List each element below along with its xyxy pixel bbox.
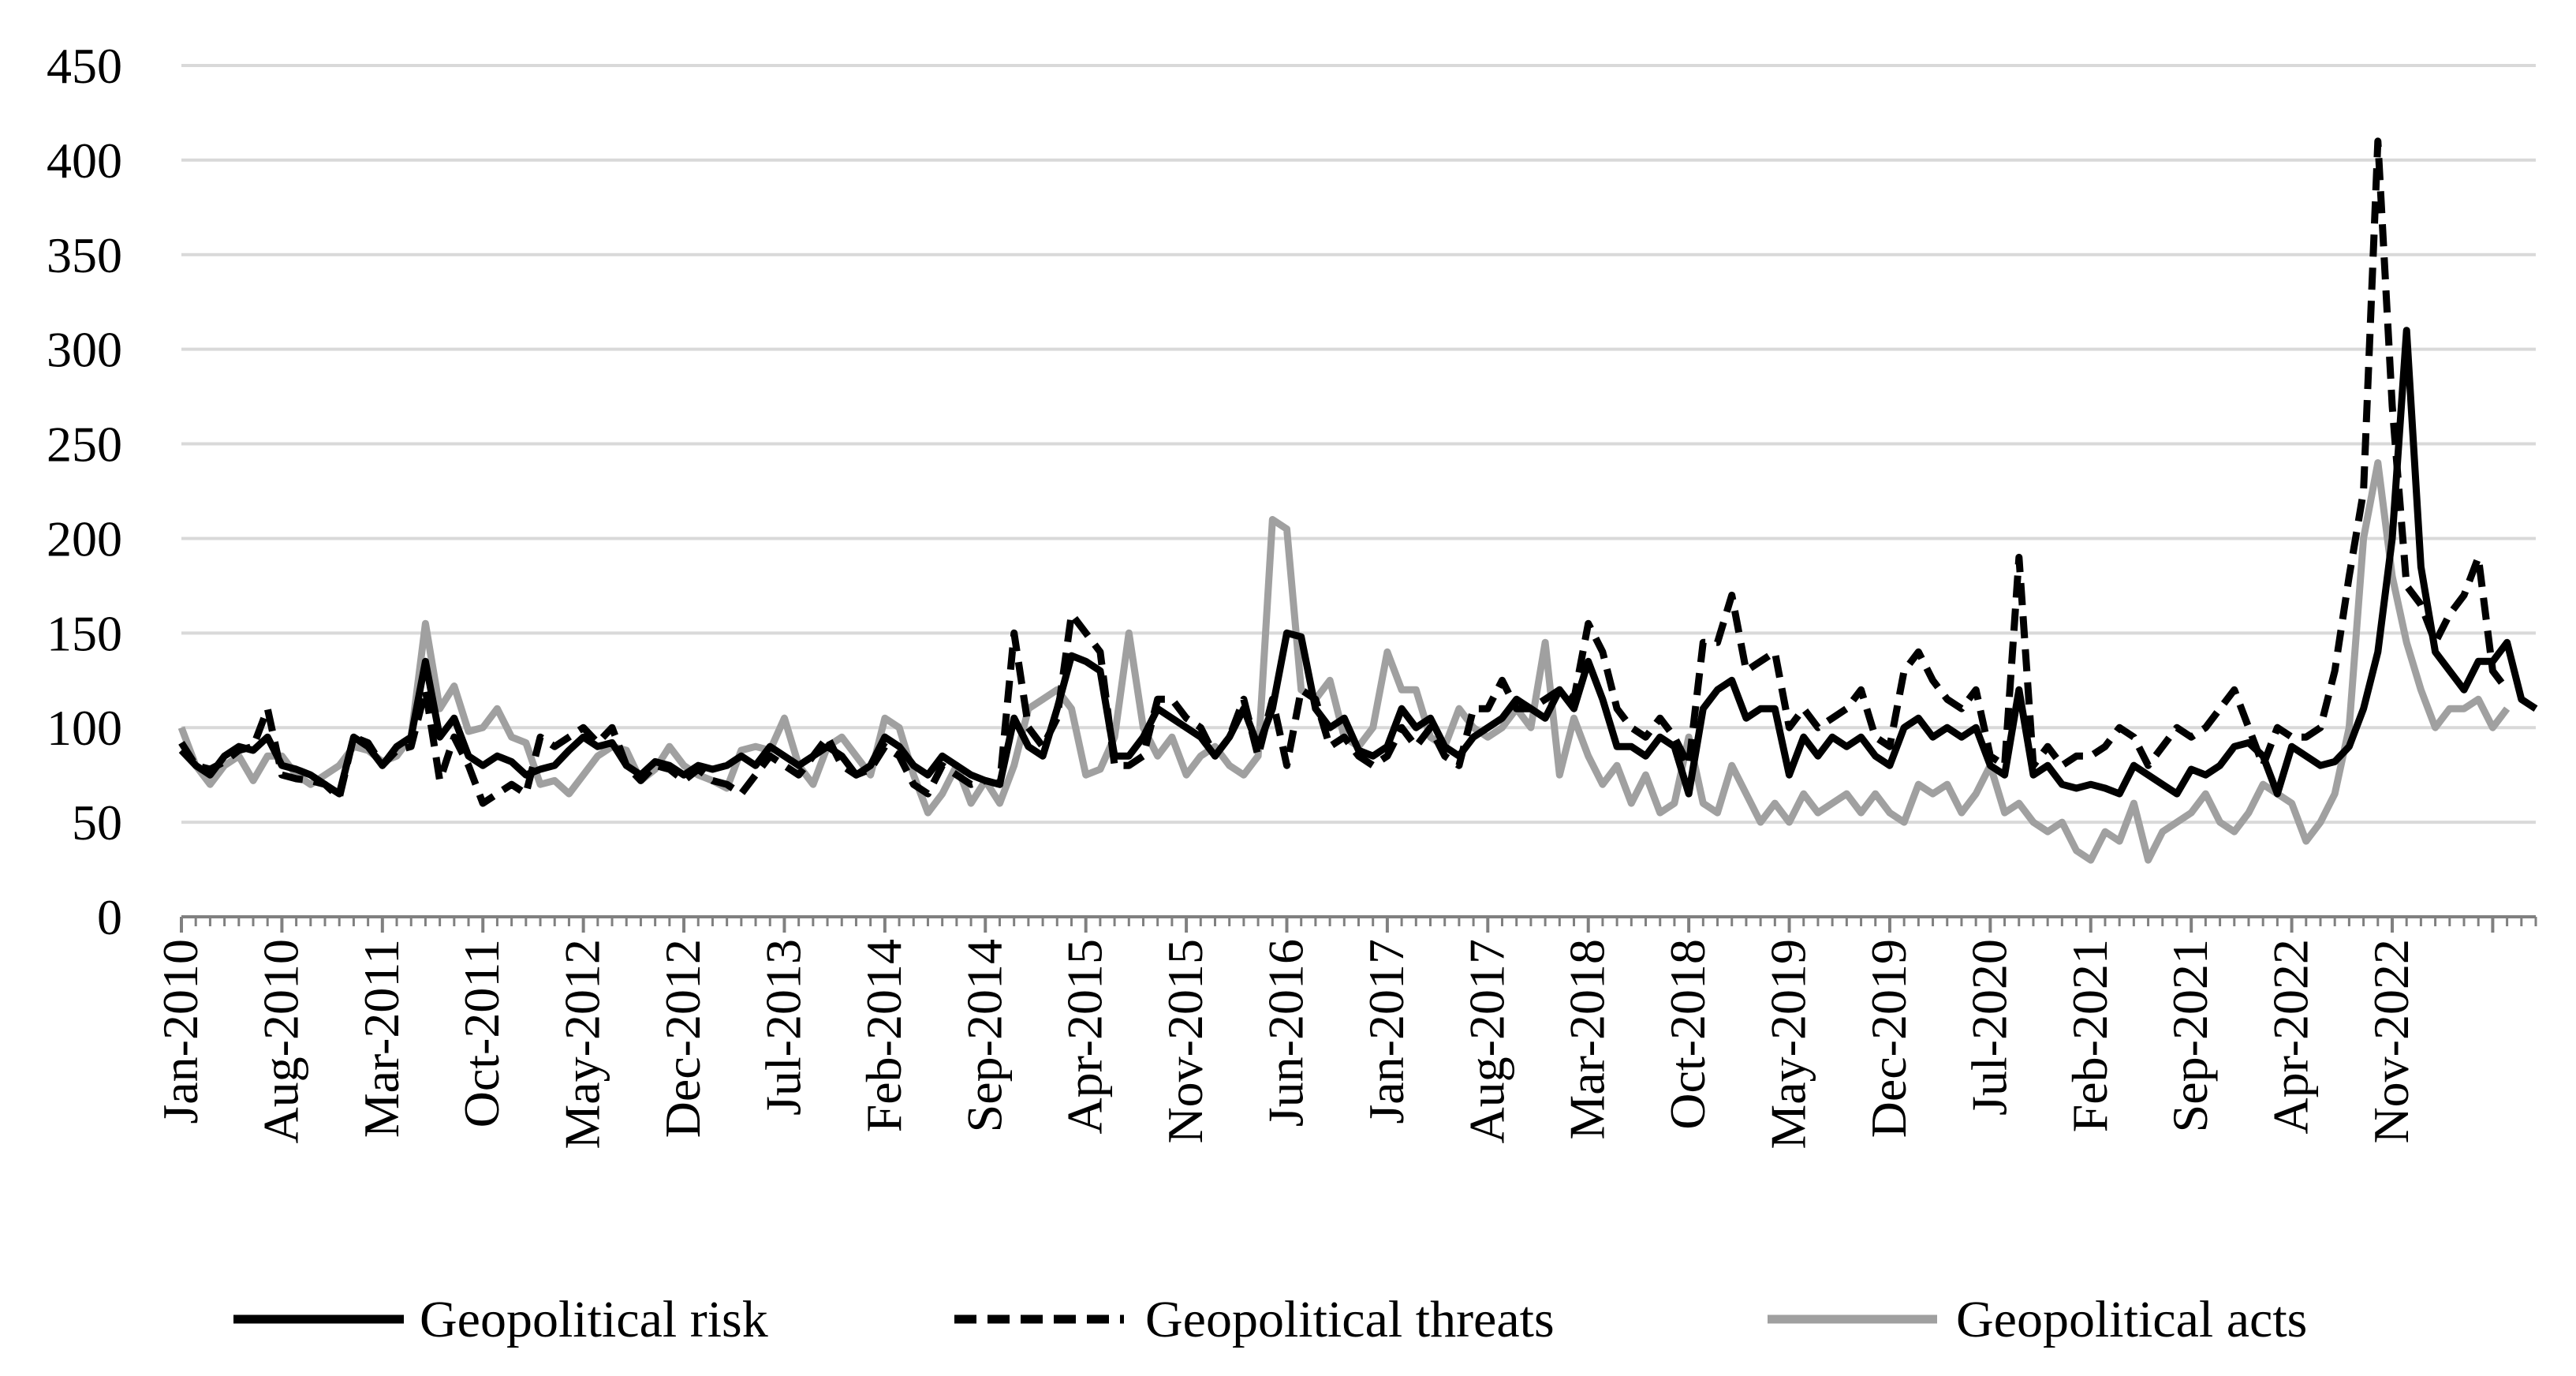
x-tick-label: Sep-2021 bbox=[2162, 939, 2218, 1132]
x-tick-label: Jul-2020 bbox=[1961, 939, 2017, 1116]
x-tick-label: Mar-2011 bbox=[353, 939, 409, 1138]
x-tick-label: Feb-2021 bbox=[2062, 939, 2118, 1132]
x-tick-label: May-2019 bbox=[1760, 939, 1816, 1150]
x-tick-label: Jun-2016 bbox=[1257, 939, 1313, 1127]
x-tick-label: Sep-2014 bbox=[956, 939, 1012, 1132]
x-tick-label: Aug-2017 bbox=[1458, 939, 1514, 1144]
x-tick-label: Jan-2017 bbox=[1358, 939, 1414, 1124]
x-tick-label: Nov-2015 bbox=[1157, 939, 1213, 1144]
y-tick-label: 150 bbox=[47, 605, 122, 661]
series-line-geopolitical-risk bbox=[178, 327, 2538, 798]
y-tick-label: 200 bbox=[47, 510, 122, 566]
x-tick-label: Dec-2012 bbox=[655, 939, 711, 1138]
x-tick-label: Nov-2022 bbox=[2363, 939, 2419, 1144]
x-tick-label: Dec-2019 bbox=[1861, 939, 1917, 1138]
y-tick-label: 250 bbox=[47, 417, 122, 473]
x-tick-label: Oct-2011 bbox=[454, 939, 510, 1127]
x-axis-tick-labels: Jan-2010 Aug-2010 Mar-2011 Oct-2011 May-2012… bbox=[152, 939, 2419, 1150]
gridlines bbox=[181, 64, 2536, 824]
y-tick-label: 450 bbox=[47, 38, 122, 94]
legend-label-geopolitical-threats: Geopolitical threats bbox=[1145, 1291, 1555, 1348]
legend-label-geopolitical-risk: Geopolitical risk bbox=[420, 1291, 768, 1348]
x-tick-label: Feb-2014 bbox=[856, 939, 912, 1132]
series-line-geopolitical-acts bbox=[177, 459, 2511, 864]
x-tick-label: Oct-2018 bbox=[1659, 939, 1715, 1130]
y-axis-tick-labels: 0 50 100 150 200 250 300 350 400 450 bbox=[47, 38, 122, 945]
series-line-geopolitical-threats bbox=[178, 137, 2511, 807]
x-tick-label: Jan-2010 bbox=[152, 939, 208, 1124]
x-tick-label: Mar-2018 bbox=[1559, 939, 1615, 1140]
y-tick-label: 50 bbox=[72, 795, 122, 851]
x-axis-tick-marks bbox=[180, 917, 2537, 933]
x-tick-label: Apr-2015 bbox=[1057, 939, 1113, 1135]
y-tick-label: 350 bbox=[47, 227, 122, 283]
legend-label-geopolitical-acts: Geopolitical acts bbox=[1956, 1291, 2307, 1348]
x-tick-label: Aug-2010 bbox=[252, 939, 308, 1144]
y-tick-label: 100 bbox=[47, 700, 122, 756]
x-tick-label: Apr-2022 bbox=[2263, 939, 2319, 1135]
x-tick-label: Jul-2013 bbox=[755, 939, 811, 1116]
y-tick-label: 400 bbox=[47, 133, 122, 189]
legend: Geopolitical risk Geopolitical threats G… bbox=[233, 1291, 2307, 1348]
y-tick-label: 300 bbox=[47, 322, 122, 378]
x-tick-label: May-2012 bbox=[554, 939, 610, 1150]
series-lines bbox=[177, 137, 2538, 864]
y-tick-label: 0 bbox=[97, 889, 122, 945]
